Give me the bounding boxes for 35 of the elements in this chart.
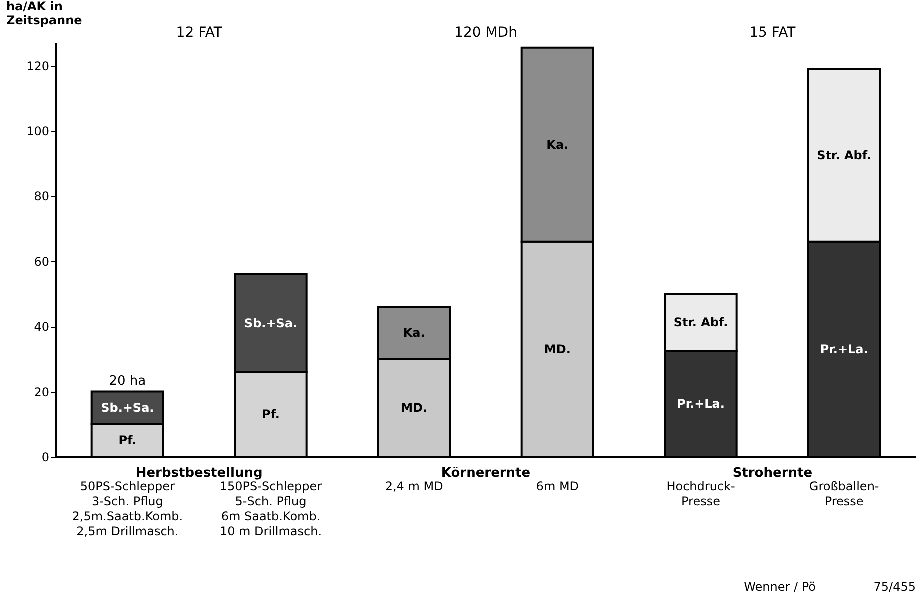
- y-tick-label: 40: [34, 320, 50, 334]
- y-tick-label: 20: [34, 385, 50, 400]
- series-label: Sb.+Sa.: [101, 401, 154, 416]
- series-label: Pf.: [118, 434, 137, 448]
- series-label: Ka.: [403, 326, 426, 340]
- text: 15 FAT: [750, 25, 796, 41]
- text: 12 FAT: [176, 25, 223, 41]
- text: MD.: [401, 401, 428, 416]
- text: Wenner / Pö: [744, 580, 816, 594]
- series-label: Str. Abf.: [817, 148, 872, 162]
- y-tick-label: 120: [26, 59, 50, 74]
- text: Sb.+Sa.: [244, 316, 298, 330]
- x-tick-label: 150PS-Schlepper 5-Sch. Pflug 6m Saatb.Komb. 10 m Drillmasch.: [220, 480, 322, 538]
- text: Strohernte: [732, 466, 813, 481]
- x-tick-label: Hochdruck- Presse: [666, 480, 736, 508]
- text: Körnerernte: [441, 466, 531, 481]
- text: Ka.: [546, 138, 569, 152]
- series-label: Pr.+La.: [820, 342, 868, 356]
- y-tick-label: 100: [26, 124, 50, 139]
- text: 75/455: [874, 580, 916, 594]
- text: Pr.+La.: [677, 397, 725, 412]
- text: Herbstbestellung: [136, 466, 263, 481]
- text: 120 MDh: [454, 25, 518, 41]
- y-tick-label: 80: [34, 190, 50, 204]
- text: Str. Abf.: [674, 316, 728, 330]
- x-tick-label: 6m MD: [536, 480, 580, 494]
- y-axis-title: ha/AK in Zeitspanne: [6, 0, 82, 28]
- x-tick-label: 50PS-Schlepper 3-Sch. Pflug 2,5m.Saatb.Komb. 2,5m Drillmasch.: [72, 480, 184, 538]
- annotation: 20 ha: [109, 374, 146, 389]
- series-label: MD.: [544, 342, 571, 356]
- y-tick-label: 60: [34, 254, 50, 269]
- y-tick-label: 0: [42, 450, 50, 464]
- x-tick-label: 2,4 m MD: [385, 480, 444, 494]
- text: Pf.: [262, 408, 280, 422]
- x-tick-label: Großballen- Presse: [809, 480, 880, 508]
